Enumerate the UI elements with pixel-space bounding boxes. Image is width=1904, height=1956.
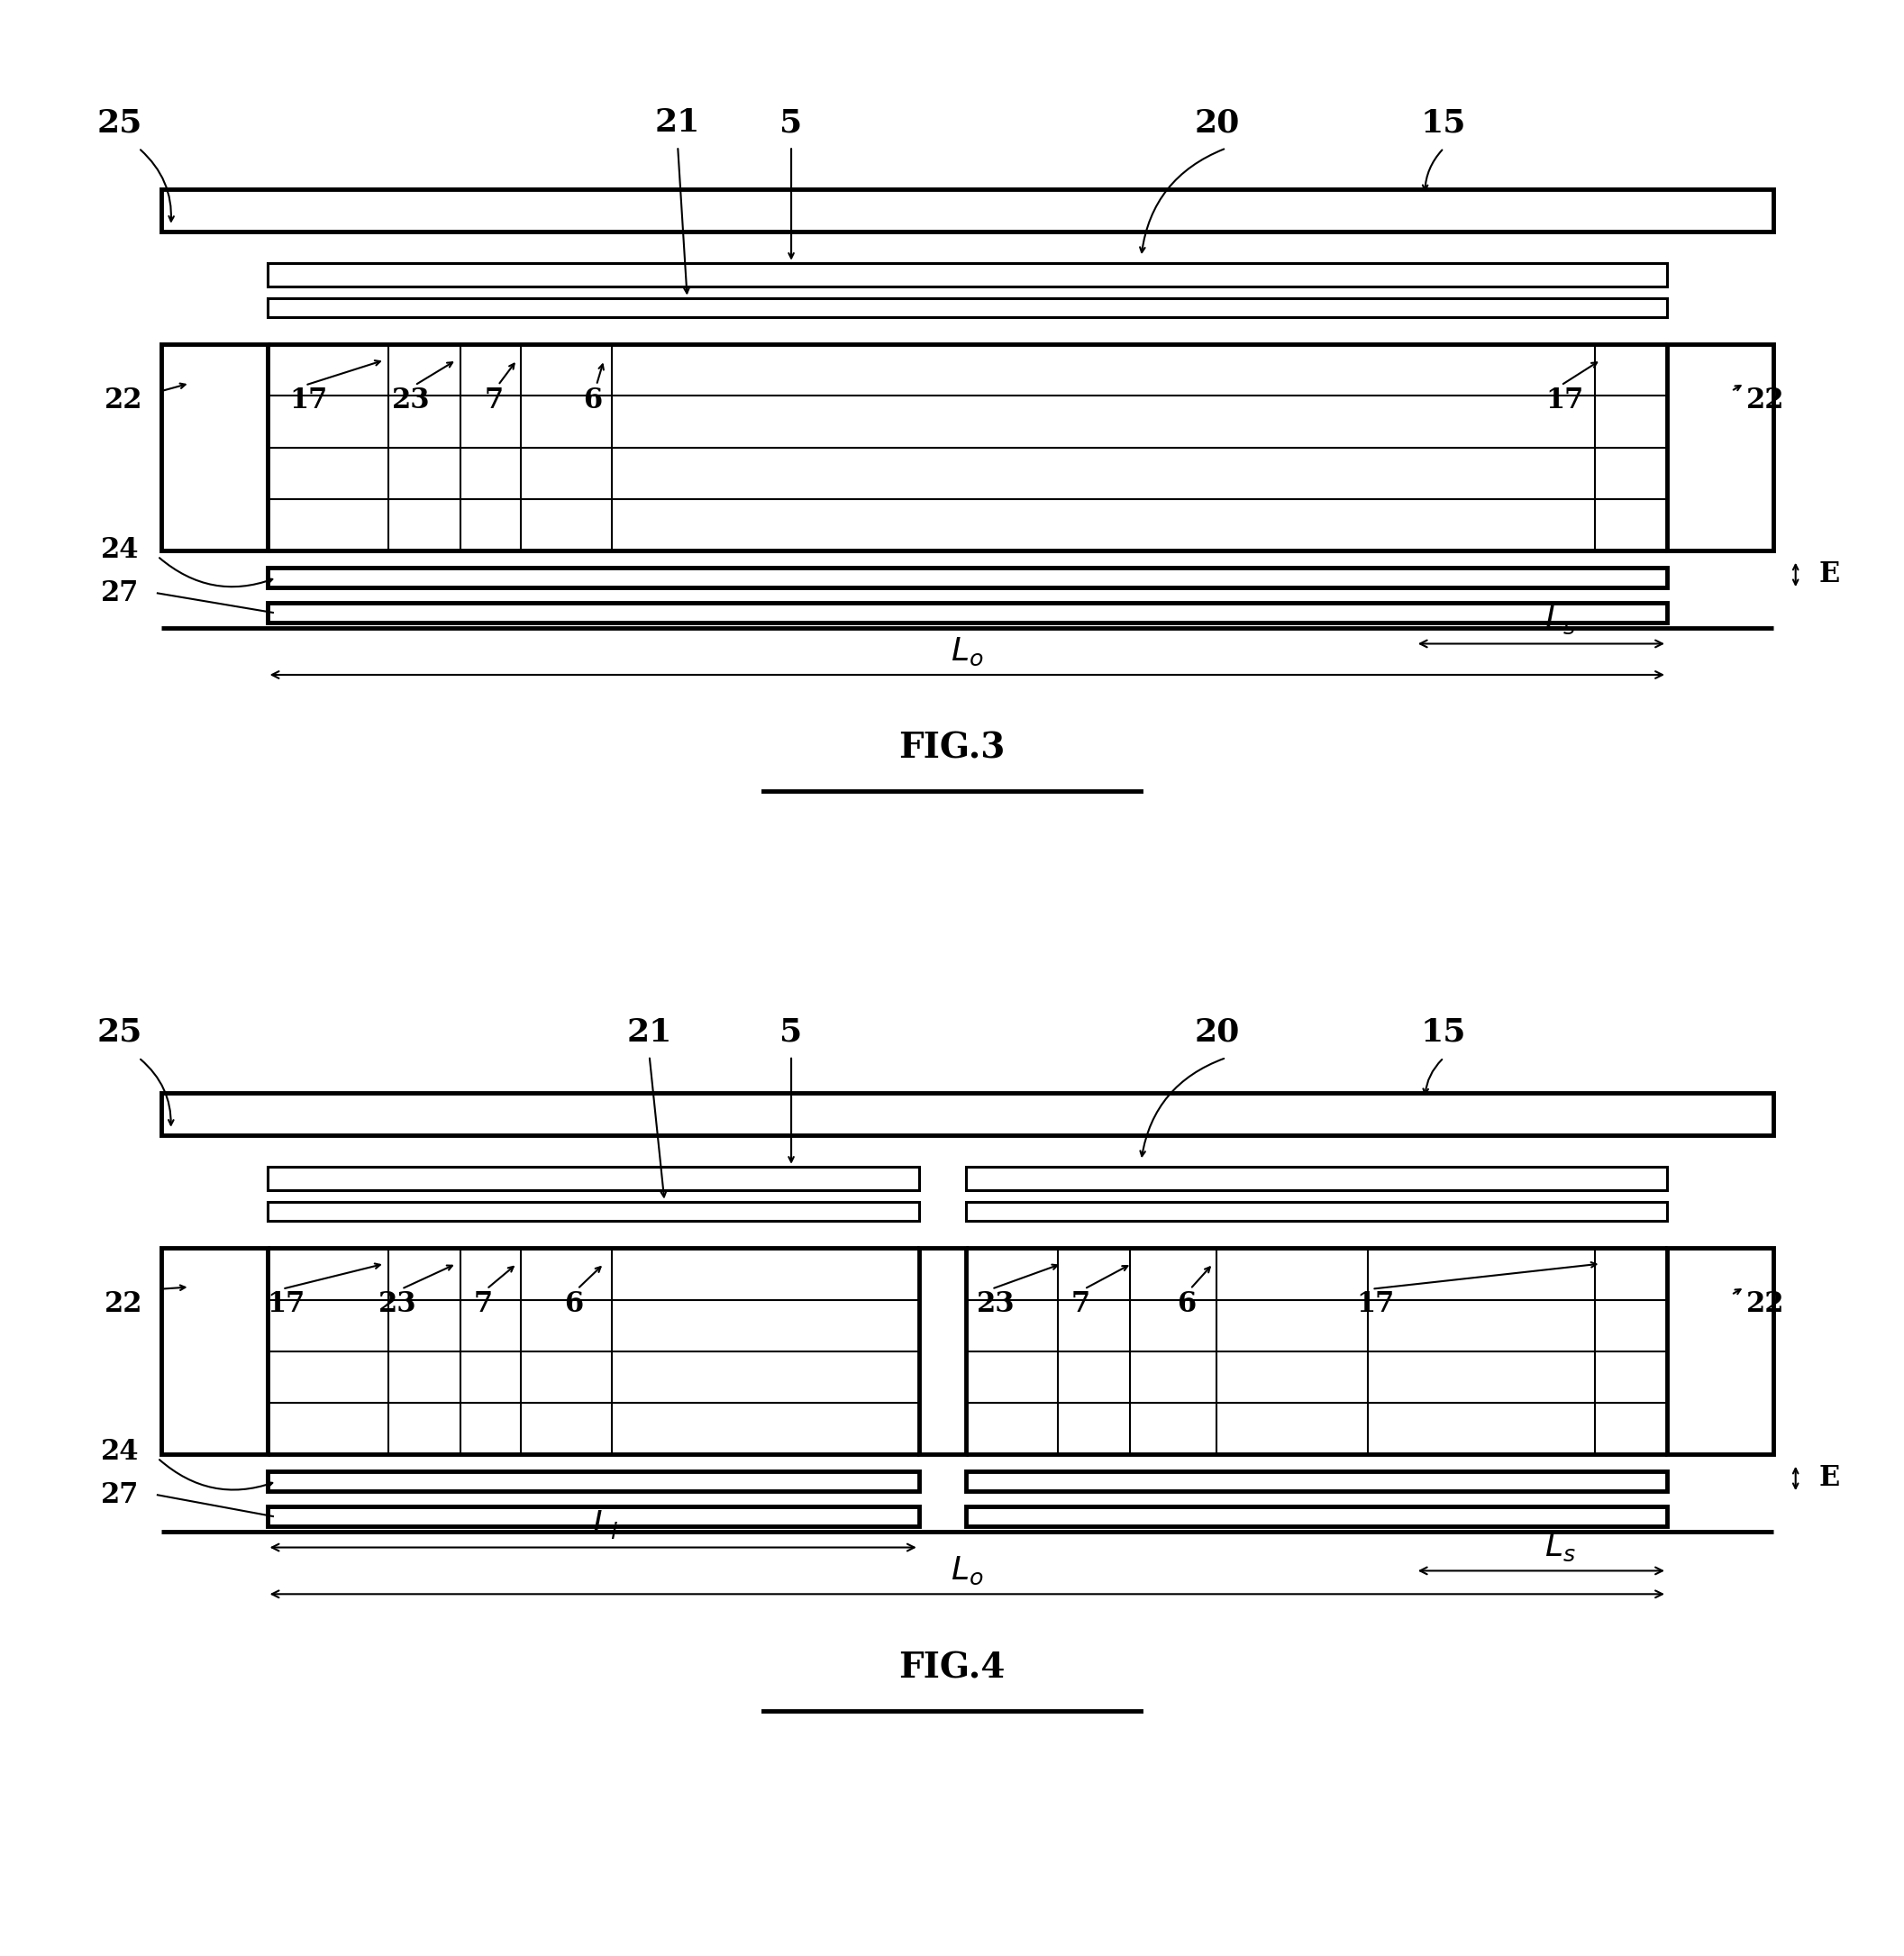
Bar xyxy=(267,602,1668,622)
Bar xyxy=(267,297,1668,317)
Text: 15: 15 xyxy=(1420,1017,1466,1048)
Bar xyxy=(965,1166,1668,1189)
Text: 6: 6 xyxy=(583,387,602,415)
Text: 7: 7 xyxy=(474,1291,493,1318)
Bar xyxy=(267,567,1668,587)
Text: 24: 24 xyxy=(101,536,139,565)
Bar xyxy=(1668,1248,1773,1453)
Text: $L_i$: $L_i$ xyxy=(592,1508,619,1539)
Bar xyxy=(965,1471,1668,1490)
Text: 5: 5 xyxy=(781,108,803,139)
Text: 21: 21 xyxy=(626,1017,672,1048)
Bar xyxy=(267,1201,920,1221)
Text: 22: 22 xyxy=(105,1291,143,1318)
Bar xyxy=(1668,344,1773,550)
Text: 6: 6 xyxy=(564,1291,583,1318)
Text: 27: 27 xyxy=(101,1481,139,1508)
Text: $L_s$: $L_s$ xyxy=(1544,1532,1577,1563)
Text: 23: 23 xyxy=(977,1291,1015,1318)
Text: E: E xyxy=(1818,561,1839,589)
Text: 25: 25 xyxy=(97,108,143,139)
Text: 20: 20 xyxy=(1194,108,1240,139)
Bar xyxy=(162,1248,267,1453)
Bar xyxy=(920,1248,965,1453)
Text: 15: 15 xyxy=(1420,108,1466,139)
Bar xyxy=(965,1506,1668,1526)
Text: 7: 7 xyxy=(1072,1291,1091,1318)
Text: FIG.4: FIG.4 xyxy=(899,1651,1005,1684)
Text: $L_o$: $L_o$ xyxy=(950,1555,984,1586)
Text: $L_s$: $L_s$ xyxy=(1544,604,1577,636)
Bar xyxy=(267,1471,920,1490)
Text: 25: 25 xyxy=(97,1017,143,1048)
Bar xyxy=(267,1166,920,1189)
Text: 6: 6 xyxy=(1177,1291,1196,1318)
Text: 20: 20 xyxy=(1194,1017,1240,1048)
Bar xyxy=(267,262,1668,286)
Text: 22: 22 xyxy=(1746,387,1784,415)
Text: 17: 17 xyxy=(1546,387,1584,415)
Text: 22: 22 xyxy=(105,387,143,415)
Text: 23: 23 xyxy=(379,1291,417,1318)
Text: 5: 5 xyxy=(781,1017,803,1048)
Bar xyxy=(267,1506,920,1526)
Text: 7: 7 xyxy=(486,387,505,415)
Text: 17: 17 xyxy=(267,1291,305,1318)
Text: 23: 23 xyxy=(392,387,430,415)
Bar xyxy=(162,344,267,550)
Bar xyxy=(162,1093,1773,1134)
Text: 24: 24 xyxy=(101,1438,139,1467)
Text: 27: 27 xyxy=(101,579,139,606)
Text: 21: 21 xyxy=(655,108,701,139)
Bar xyxy=(162,190,1773,231)
Text: 17: 17 xyxy=(1358,1291,1396,1318)
Bar xyxy=(965,1201,1668,1221)
Text: FIG.3: FIG.3 xyxy=(899,732,1005,767)
Text: 22: 22 xyxy=(1746,1291,1784,1318)
Text: $L_o$: $L_o$ xyxy=(950,636,984,667)
Text: 17: 17 xyxy=(289,387,327,415)
Text: E: E xyxy=(1818,1465,1839,1492)
